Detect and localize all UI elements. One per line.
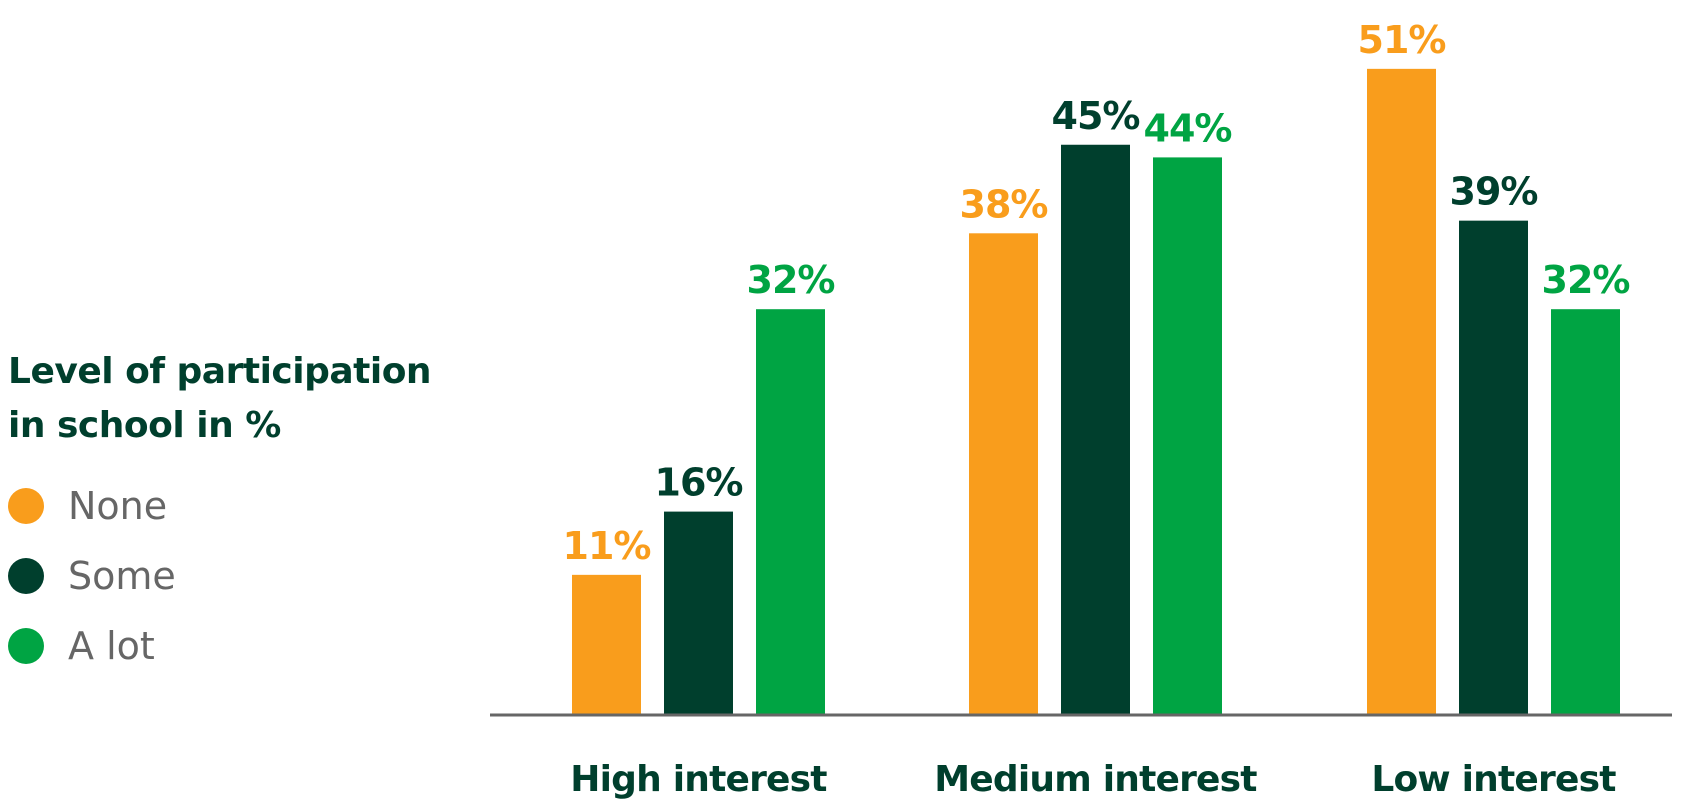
value-label-medium-interest-some: 45%: [1052, 94, 1140, 138]
bar-medium-interest-some: [1061, 144, 1130, 714]
legend-swatch-none: [8, 488, 44, 524]
bar-high-interest-a-lot: [756, 309, 825, 714]
legend-swatch-a-lot: [8, 628, 44, 664]
value-label-low-interest-some: 39%: [1450, 170, 1538, 214]
category-labels: High interest Medium interest Low interest: [570, 759, 1617, 800]
bars: [572, 68, 1620, 715]
legend-items: None Some A lot: [8, 471, 448, 681]
legend-item-none: None: [8, 471, 448, 541]
bar-high-interest-none: [572, 574, 641, 714]
legend: Level of participation in school in % No…: [8, 345, 448, 681]
legend-item-a-lot: A lot: [8, 611, 448, 681]
bar-medium-interest-none: [969, 233, 1038, 715]
value-label-low-interest-a-lot: 32%: [1542, 258, 1630, 302]
category-label-medium-interest: Medium interest: [934, 759, 1257, 800]
bar-low-interest-none: [1367, 68, 1436, 715]
legend-swatch-some: [8, 558, 44, 594]
legend-item-some: Some: [8, 541, 448, 611]
legend-label-some: Some: [68, 554, 176, 598]
value-label-high-interest-some: 16%: [655, 461, 743, 505]
legend-label-none: None: [68, 484, 168, 528]
bar-low-interest-a-lot: [1551, 309, 1620, 714]
value-label-high-interest-none: 11%: [563, 524, 651, 568]
legend-label-a-lot: A lot: [68, 624, 155, 668]
value-label-high-interest-a-lot: 32%: [747, 258, 835, 302]
value-label-low-interest-none: 51%: [1358, 18, 1446, 62]
value-label-medium-interest-a-lot: 44%: [1144, 106, 1232, 150]
value-labels: 11%16%32%38%45% 44%51%39%32%: [563, 18, 1631, 568]
value-label-medium-interest-none: 38%: [960, 182, 1048, 226]
category-label-high-interest: High interest: [570, 759, 827, 800]
bar-high-interest-some: [664, 511, 733, 714]
bar-medium-interest-a-lot: [1153, 157, 1222, 714]
category-label-low-interest: Low interest: [1371, 759, 1616, 800]
bar-low-interest-some: [1459, 220, 1528, 714]
legend-title: Level of participation in school in %: [8, 351, 432, 446]
